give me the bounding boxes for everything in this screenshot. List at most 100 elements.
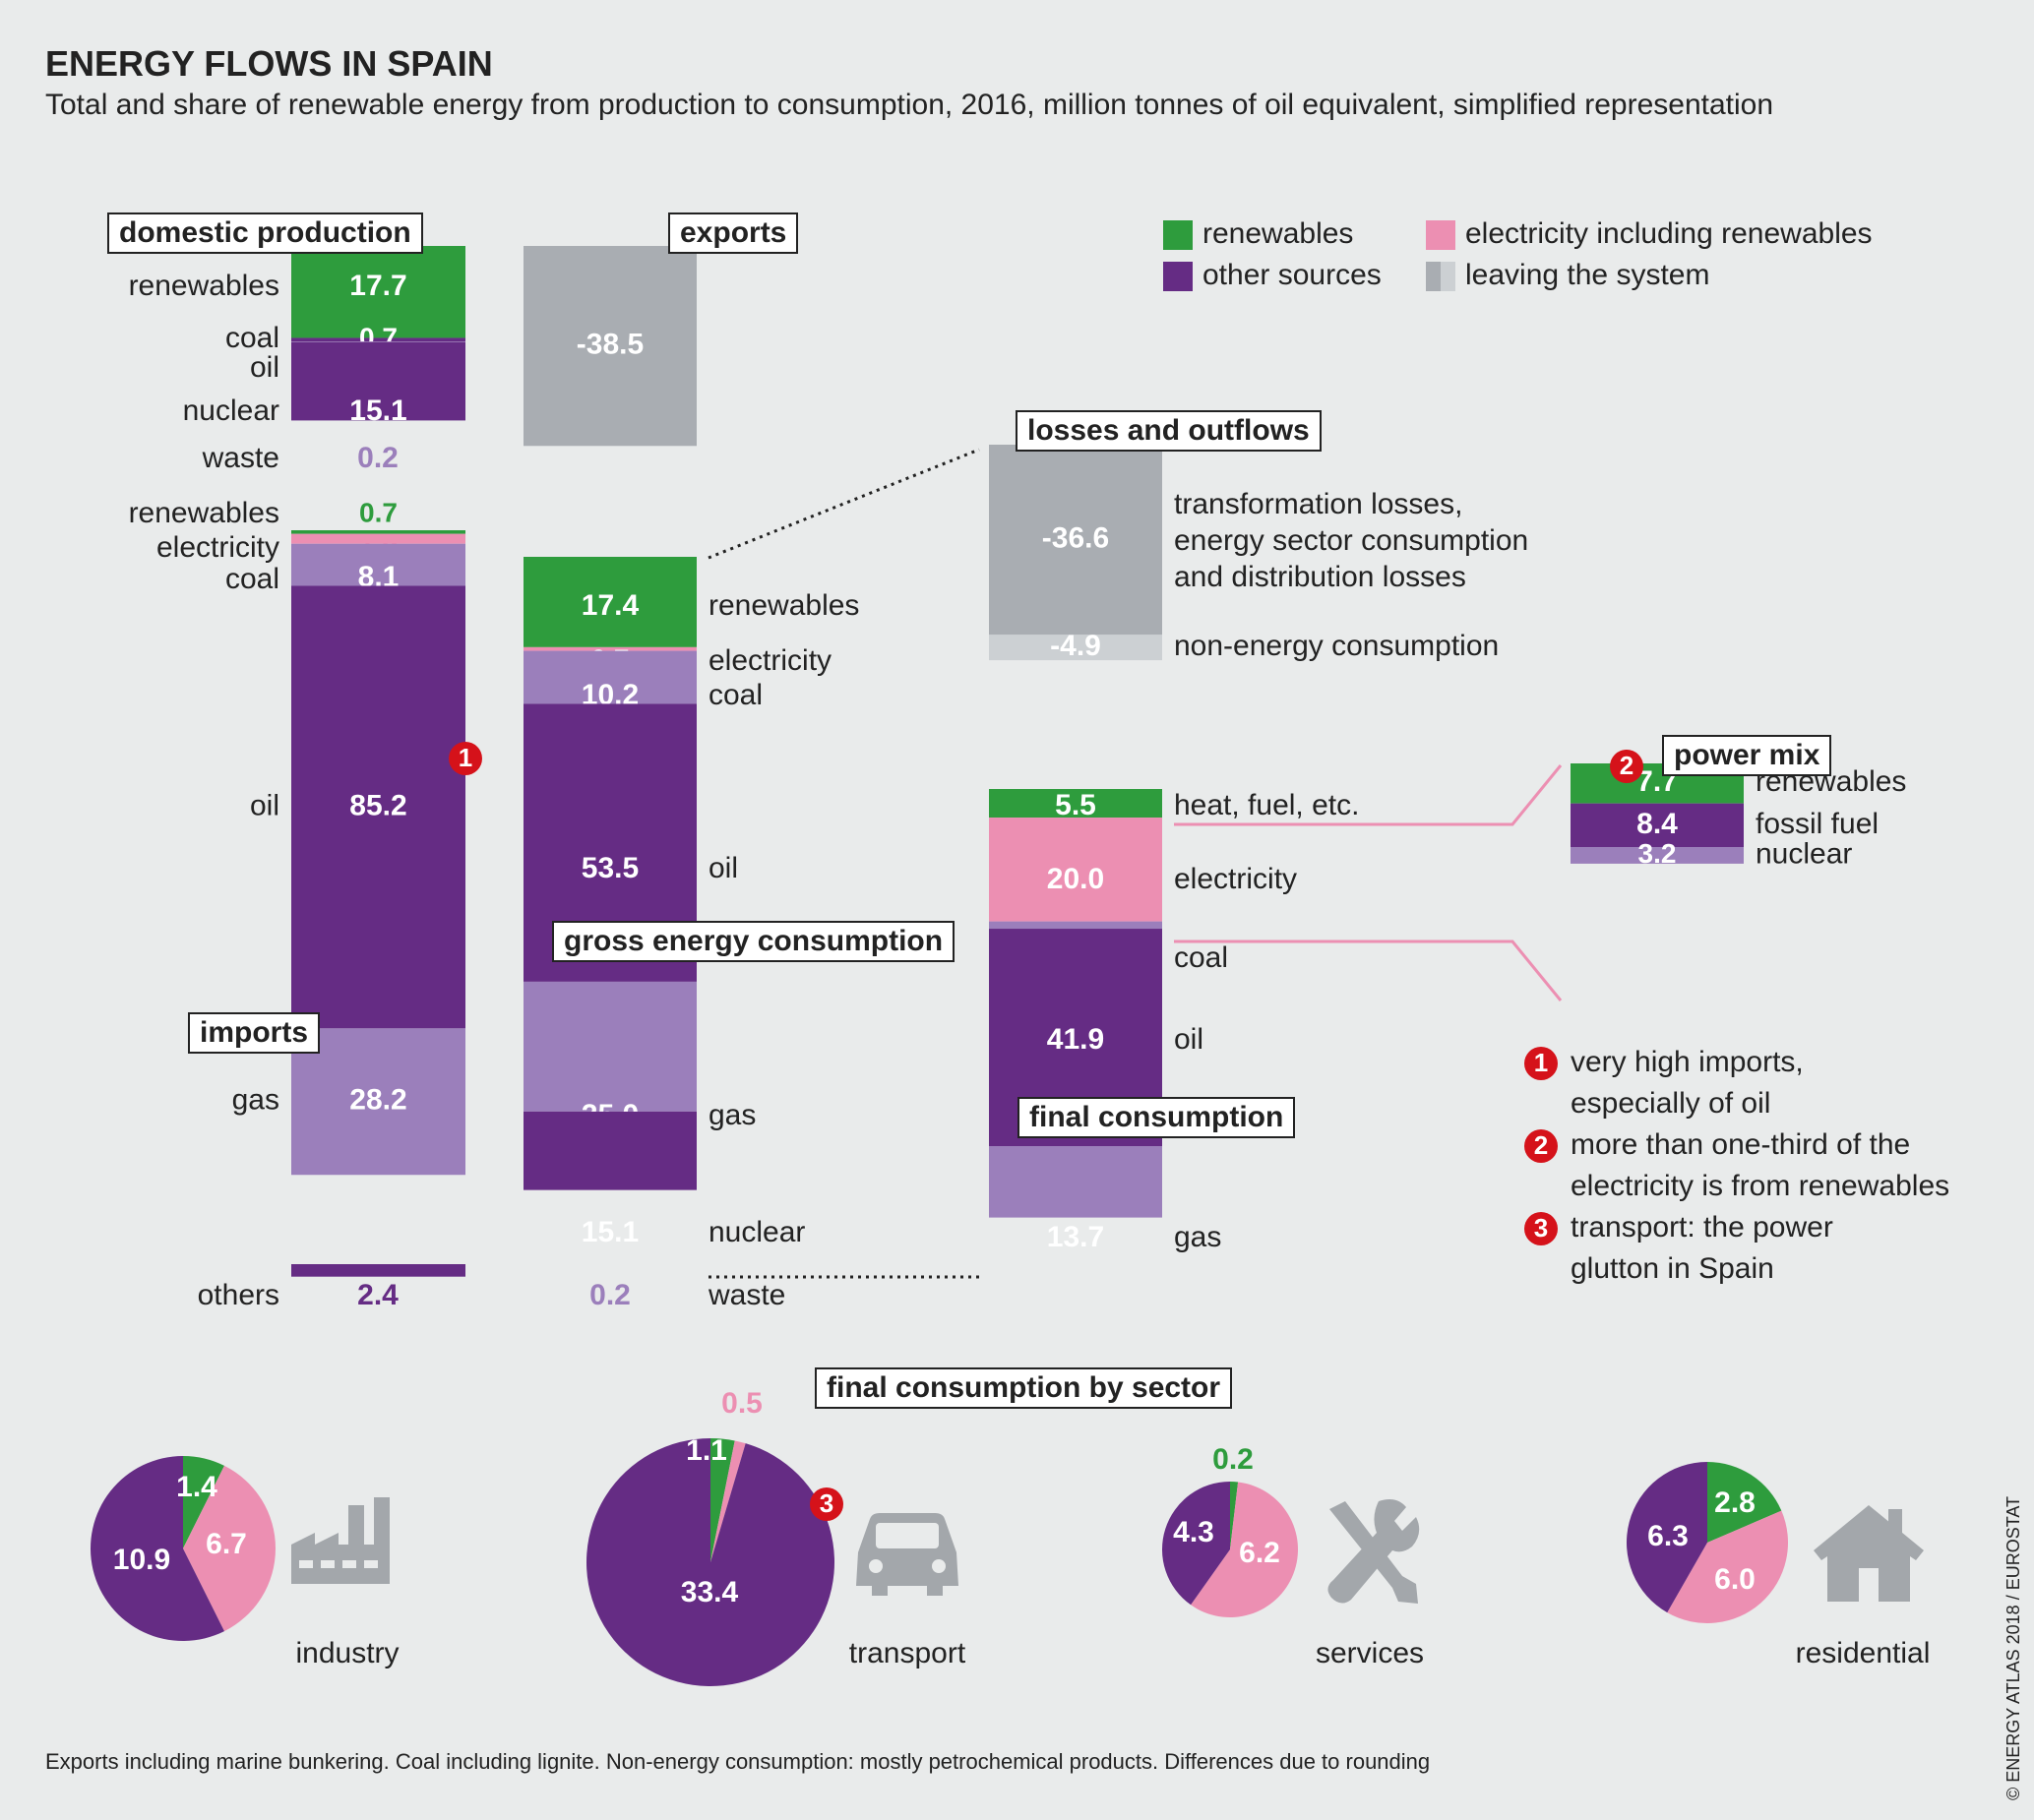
domestic-production-value: 17.7 (349, 270, 406, 302)
note-text: more than one-third of the (1571, 1128, 1910, 1161)
car-light (869, 1559, 883, 1573)
note-marker-icon (810, 1487, 843, 1521)
imports-category: coal (225, 563, 279, 595)
legend-swatch (1426, 220, 1455, 250)
residential-pie-slice (1626, 1461, 1707, 1613)
exports-bar (524, 246, 697, 447)
residential-pie-value: 2.8 (1714, 1486, 1756, 1519)
transport-pie-value: 33.4 (681, 1576, 739, 1608)
house-shape (1814, 1505, 1924, 1602)
connector-pink-line (1174, 940, 1563, 1001)
factory-icon (291, 1497, 390, 1584)
gross-consumption-bar (524, 646, 697, 651)
final-consumption-category: heat, fuel, etc. (1174, 789, 1359, 821)
losses-category: and distribution losses (1174, 561, 1466, 593)
imports-bar (291, 530, 465, 534)
note-marker-icon (1610, 750, 1643, 783)
legend-label: leaving the system (1465, 259, 1709, 291)
power-mix-bar (1571, 847, 1744, 864)
factory-window (299, 1560, 313, 1568)
connector-dotted-line (708, 448, 980, 560)
transport-pie-value: 0.5 (721, 1387, 763, 1420)
industry-pie-value: 6.7 (206, 1528, 247, 1560)
domestic-production-bar (291, 341, 465, 342)
imports-category: oil (250, 789, 279, 821)
transport-pie-slice (710, 1438, 735, 1562)
residential-pie-slice (1707, 1462, 1782, 1543)
factory-window (364, 1560, 378, 1568)
power-mix-category: fossil fuel (1756, 808, 1879, 840)
losses-category: energy sector consumption (1174, 524, 1528, 557)
gross-consumption-category: electricity (709, 644, 832, 677)
gross-consumption-value: 15.1 (582, 1216, 639, 1248)
note-text: transport: the power (1571, 1211, 1833, 1244)
legend-label: renewables (1202, 217, 1353, 250)
imports-category: renewables (129, 497, 279, 529)
industry-pie-slice (183, 1465, 277, 1632)
gross-consumption-category: oil (709, 852, 738, 884)
imports-bar (291, 543, 465, 586)
losses-category: transformation losses, (1174, 488, 1462, 520)
gross-consumption-category: gas (709, 1099, 756, 1131)
services-pie-slice (1191, 1482, 1298, 1617)
note-marker-icon (449, 742, 482, 775)
note-text: very high imports, (1571, 1046, 1804, 1078)
losses-category: non-energy consumption (1174, 630, 1499, 662)
gross-consumption-value: 53.5 (582, 852, 639, 884)
losses-bar (989, 445, 1162, 636)
industry-pie-value: 1.4 (176, 1471, 217, 1503)
gross-consumption-category: waste (708, 1279, 785, 1311)
note-marker-number: 2 (1620, 751, 1633, 780)
legend-swatch (1426, 262, 1441, 291)
legend-swatch (1163, 262, 1193, 291)
imports-value: 0.7 (359, 497, 398, 527)
note-text: electricity is from renewables (1571, 1170, 1949, 1202)
domestic-production-label: domestic production (107, 212, 423, 254)
legend-label: other sources (1202, 259, 1382, 291)
factory-window (342, 1560, 356, 1568)
final-consumption-by-sector-label: final consumption by sector (815, 1367, 1233, 1409)
footnote: Exports including marine bunkering. Coal… (45, 1749, 1431, 1774)
imports-value: 2.4 (357, 1279, 399, 1311)
final-consumption-category: oil (1174, 1023, 1203, 1056)
domestic-production-bar (291, 246, 465, 338)
final-consumption-category: coal (1174, 941, 1228, 974)
services-pie-slice (1162, 1482, 1230, 1606)
gross-consumption-value: 17.4 (582, 589, 640, 622)
losses-and-outflows-label: losses and outflows (1016, 410, 1322, 452)
gross-consumption-bar (524, 650, 697, 704)
domestic-production-category: renewables (129, 270, 279, 302)
power-mix-value: 8.4 (1636, 808, 1678, 840)
imports-bar (291, 533, 465, 544)
note-marker-number: 3 (1534, 1213, 1548, 1243)
chimney-shape (1888, 1509, 1902, 1537)
note-marker-icon (1524, 1129, 1558, 1163)
credit: © ENERGY ATLAS 2018 / EUROSTAT (2003, 1495, 2023, 1800)
imports-value: 28.2 (349, 1084, 406, 1117)
transport-pie-slice (710, 1440, 746, 1562)
imports-category: others (198, 1279, 279, 1311)
final-consumption-category: electricity (1174, 863, 1297, 895)
domestic-production-category: oil (250, 351, 279, 384)
legend-swatch (1163, 220, 1193, 250)
wrench-shape (1327, 1499, 1420, 1604)
imports-bar (291, 585, 465, 1029)
note-marker-number: 1 (1534, 1048, 1548, 1077)
note-marker-icon (1524, 1212, 1558, 1245)
chart-subtitle: Total and share of renewable energy from… (45, 89, 1774, 121)
note-text: glutton in Spain (1571, 1252, 1774, 1285)
imports-category: electricity (156, 531, 279, 564)
domestic-production-value: 15.1 (349, 394, 406, 427)
domestic-production-bar (291, 341, 465, 421)
final-consumption-category: gas (1174, 1221, 1221, 1253)
gross-consumption-bar (524, 981, 697, 1112)
final-consumption-bar (989, 789, 1162, 819)
power-mix-category: nuclear (1756, 837, 1852, 870)
final-consumption-value: 41.9 (1047, 1023, 1104, 1056)
transport-sector-name: transport (849, 1637, 966, 1669)
imports-category: gas (232, 1084, 279, 1117)
final-consumption-bar (989, 818, 1162, 922)
residential-pie-slice (1667, 1510, 1788, 1624)
